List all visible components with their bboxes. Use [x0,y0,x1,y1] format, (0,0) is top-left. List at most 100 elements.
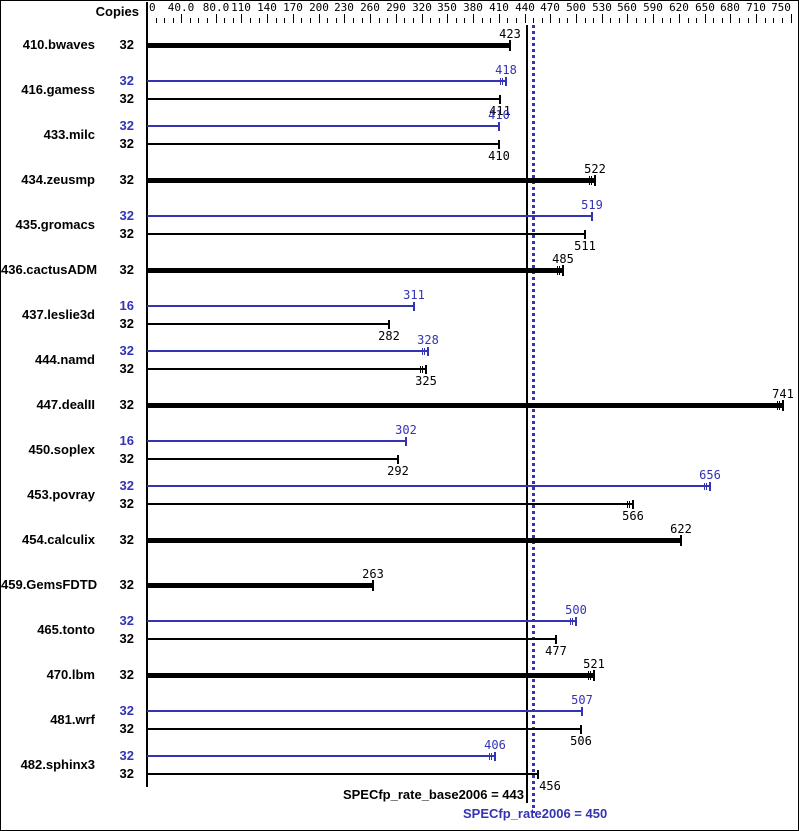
axis-minor-tick [456,18,457,23]
axis-tick-label: 350 [437,1,457,14]
copies-label: 32 [119,721,134,736]
base-bar [147,233,585,235]
axis-minor-tick [713,18,714,23]
axis-major-tick [602,14,603,23]
axis-major-tick [319,14,320,23]
peak-value-label: 507 [571,693,593,707]
axis-minor-tick [610,18,611,23]
axis-minor-tick [430,18,431,23]
error-ticks [777,401,778,410]
peak-value-label: 406 [484,738,506,752]
axis-minor-tick [490,18,491,23]
benchmark-name: 447.dealII [36,397,95,412]
y-axis-line [146,2,148,787]
axis-minor-tick [585,18,586,23]
bar-end-cap [581,707,583,716]
base-bar [147,403,783,408]
error-ticks [590,671,591,680]
bar-end-cap [498,122,500,131]
axis-major-tick [499,14,500,23]
axis-minor-tick [507,18,508,23]
base-value-label: 423 [499,27,521,41]
axis-major-tick [576,14,577,23]
copies-label: 16 [119,433,134,448]
peak-value-label: 328 [417,333,439,347]
base-bar [147,773,538,775]
copies-label: 32 [119,532,134,547]
axis-major-tick [216,14,217,23]
axis-minor-tick [250,18,251,23]
benchmark-name: 433.milc [43,127,95,142]
error-ticks [489,753,490,760]
axis-minor-tick [276,18,277,23]
axis-minor-tick [387,18,388,23]
base-value-label: 477 [545,644,567,658]
axis-tick-label: 110 [231,1,251,14]
copies-label: 32 [119,397,134,412]
axis-tick-label: 0 [149,1,156,14]
axis-major-tick [627,14,628,23]
base-value-label: 292 [387,464,409,478]
axis-major-tick [679,14,680,23]
axis-tick-label: 650 [695,1,715,14]
bar-end-cap [397,455,399,464]
copies-label: 32 [119,631,134,646]
axis-major-tick [447,14,448,23]
base-value-label: 511 [574,239,596,253]
base-bar [147,728,581,730]
axis-minor-tick [198,18,199,23]
copies-label: 32 [119,613,134,628]
bar-end-cap [580,725,582,734]
axis-minor-tick [327,18,328,23]
base-bar [147,98,500,100]
copies-label: 32 [119,496,134,511]
axis-major-tick [422,14,423,23]
axis-minor-tick [190,18,191,23]
peak-value-label: 410 [488,108,510,122]
peak-bar [147,755,495,757]
axis-major-tick [525,14,526,23]
axis-major-tick [473,14,474,23]
error-ticks [629,501,630,508]
peak-value-label: 418 [495,63,517,77]
bar-end-cap [537,770,539,779]
axis-major-tick [756,14,757,23]
peak-metric-text: SPECfp_rate2006 = 450 [463,806,608,821]
copies-column-header: Copies [95,4,139,19]
copies-label: 32 [119,343,134,358]
benchmark-name: 453.povray [27,487,95,502]
base-value-label: 522 [584,162,606,176]
axis-tick-label: 590 [643,1,663,14]
axis-minor-tick [748,18,749,23]
bar-end-cap [632,500,634,509]
axis-major-tick [730,14,731,23]
axis-minor-tick [353,18,354,23]
copies-label: 32 [119,136,134,151]
error-ticks [422,348,423,355]
benchmark-name: 481.wrf [50,712,95,727]
base-value-label: 741 [772,387,794,401]
error-ticks [422,366,423,373]
axis-tick-label: 440 [515,1,535,14]
axis-minor-tick [542,18,543,23]
peak-bar [147,215,592,217]
axis-major-tick [267,14,268,23]
axis-minor-tick [567,18,568,23]
error-ticks [779,401,780,410]
base-bar [147,268,563,273]
axis-minor-tick [439,18,440,23]
axis-minor-tick [516,18,517,23]
error-ticks [572,618,573,625]
base-bar [147,458,398,460]
axis-tick-label: 140 [257,1,277,14]
axis-tick-label: 710 [746,1,766,14]
error-ticks [502,78,503,85]
bar-end-cap [427,347,429,356]
error-ticks [424,348,425,355]
copies-label: 32 [119,172,134,187]
axis-tick-label: 200 [309,1,329,14]
benchmark-name: 465.tonto [37,622,95,637]
axis-minor-tick [310,18,311,23]
bar-end-cap [562,265,564,276]
axis-minor-tick [413,18,414,23]
